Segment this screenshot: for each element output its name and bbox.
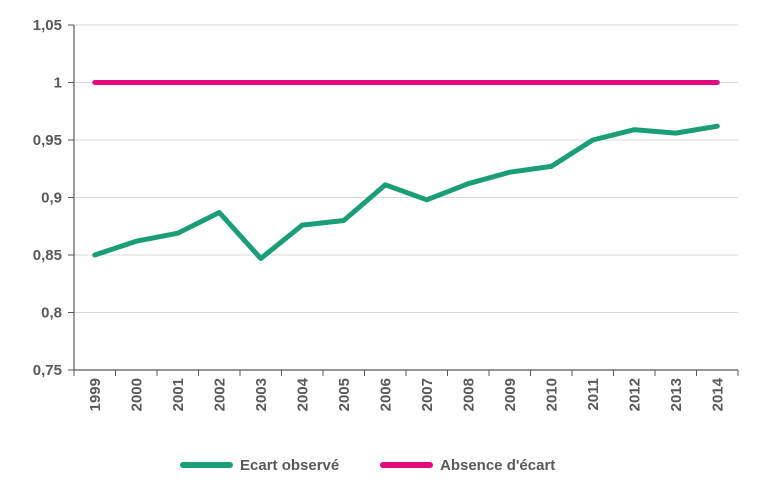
x-axis-ticks: 1999 2000 2001 2002 2003 2004 2005 2006 2007 2008… xyxy=(73,370,739,411)
series-line-0 xyxy=(92,123,720,261)
x-tick-label: 2002 xyxy=(211,378,228,411)
gridlines xyxy=(74,24,738,313)
x-tick-label: 2000 xyxy=(128,378,145,411)
y-tick-label: 0,95 xyxy=(33,132,62,149)
x-tick-label: 2013 xyxy=(668,378,685,411)
x-tick-label: 2010 xyxy=(543,378,560,411)
legend-label: Absence d'écart xyxy=(440,457,555,474)
y-tick-label: 1 xyxy=(54,75,62,92)
x-tick-label: 2003 xyxy=(253,378,270,411)
y-tick-label: 0,9 xyxy=(41,190,62,207)
y-tick-label: 0,8 xyxy=(41,305,62,322)
y-axis-ticks: 0,75 0,8 0,85 0,9 0,95 1 1,05 xyxy=(33,17,74,379)
x-tick-label: 2004 xyxy=(294,377,311,411)
y-tick-label: 1,05 xyxy=(33,17,62,34)
x-tick-label: 2008 xyxy=(460,378,477,411)
y-tick-label: 0,75 xyxy=(33,362,62,379)
legend: Ecart observé Absence d'écart xyxy=(180,457,555,474)
x-tick-label: 2005 xyxy=(336,378,353,411)
x-tick-label: 1999 xyxy=(87,378,104,411)
x-tick-label: 2001 xyxy=(170,378,187,411)
x-tick-label: 2009 xyxy=(502,378,519,411)
x-tick-label: 2007 xyxy=(419,378,436,411)
x-tick-label: 2012 xyxy=(626,378,643,411)
x-tick-label: 2006 xyxy=(377,378,394,411)
series-lines xyxy=(92,80,720,261)
y-tick-label: 0,85 xyxy=(33,247,62,264)
x-tick-label: 2011 xyxy=(585,378,602,411)
x-tick-label: 2014 xyxy=(709,377,726,411)
legend-label: Ecart observé xyxy=(240,457,339,474)
